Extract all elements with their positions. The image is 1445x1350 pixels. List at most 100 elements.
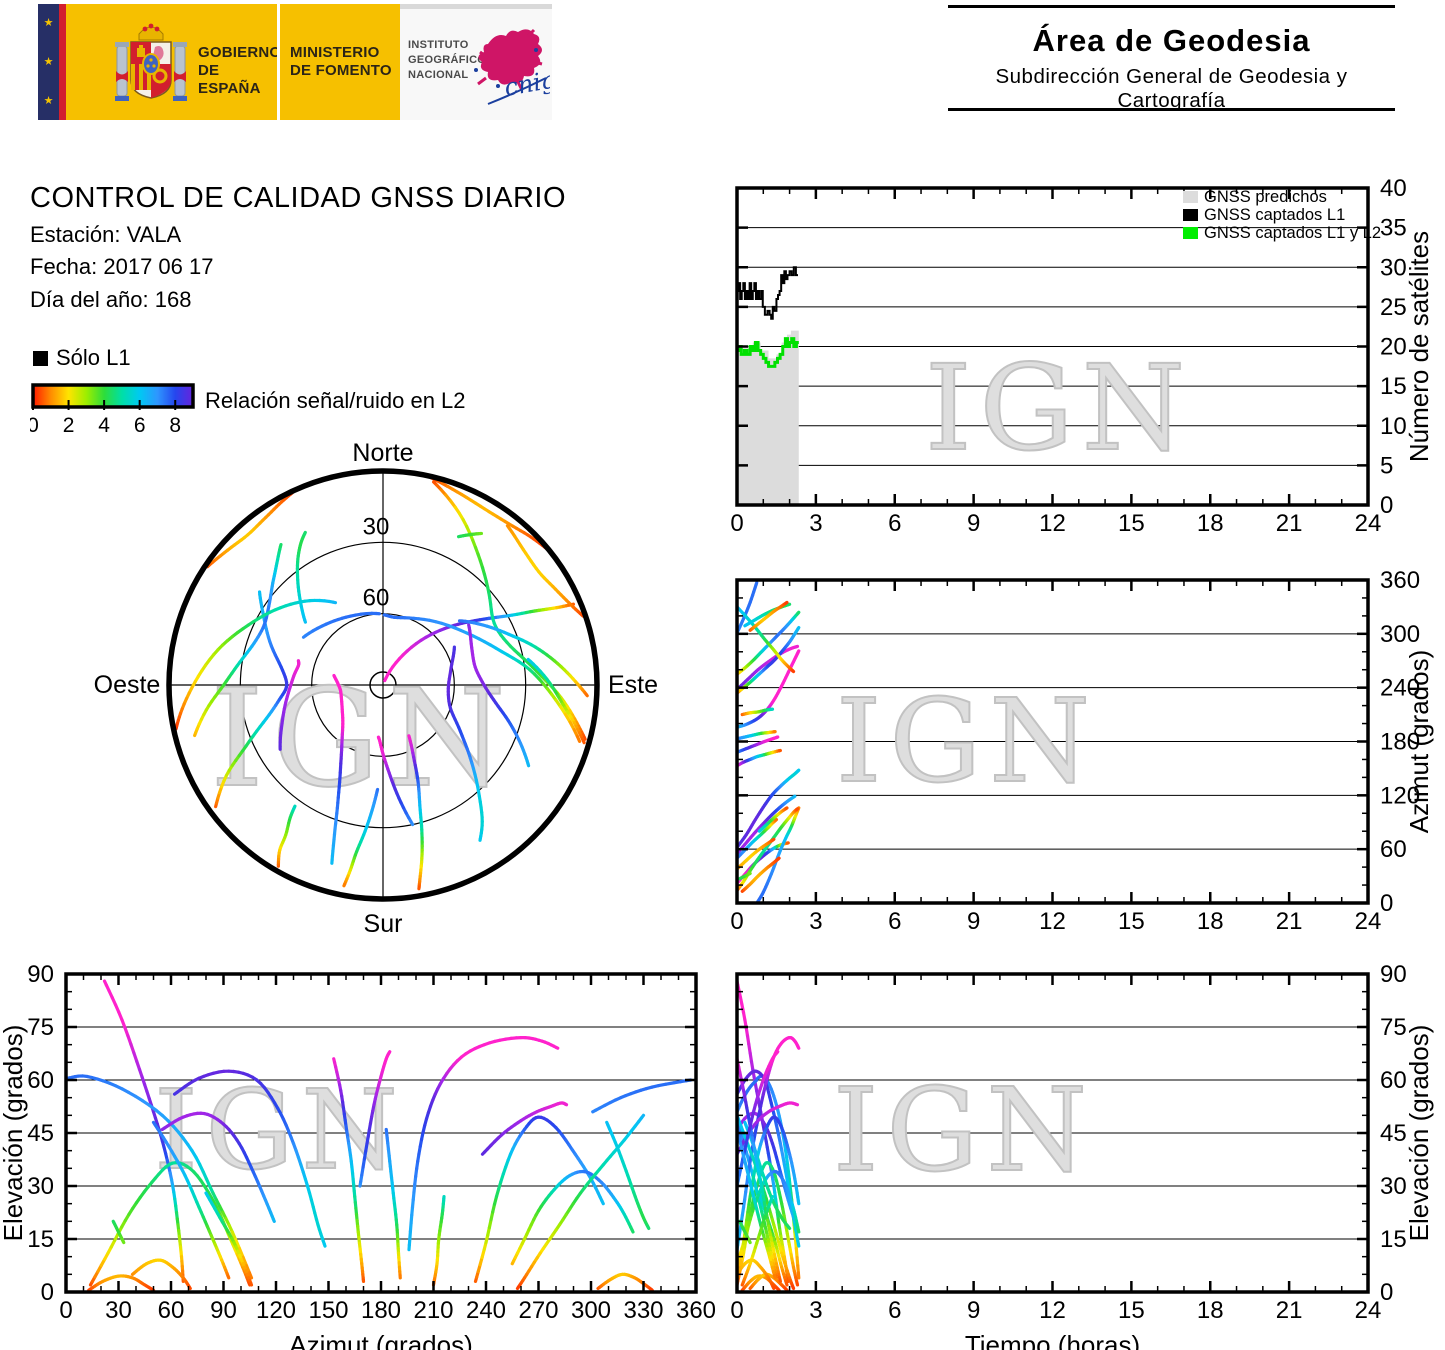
y-tick-label: 90 <box>27 961 54 988</box>
spain-coat-of-arms-icon <box>115 23 187 101</box>
block-divider <box>277 4 280 120</box>
solo-l1-label: Sólo L1 <box>56 345 131 370</box>
y-tick-label: 20 <box>1380 334 1407 361</box>
y-tick-label: 30 <box>1380 1173 1407 1200</box>
area-title: Área de Geodesia <box>1032 23 1311 58</box>
star-icon: ★ <box>43 17 54 30</box>
y-tick-label: 0 <box>1380 1279 1393 1306</box>
x-tick-label: 0 <box>59 1297 72 1324</box>
x-tick-label: 15 <box>1118 510 1145 537</box>
skyplot-label: Norte <box>352 440 413 467</box>
x-tick-label: 270 <box>518 1297 558 1324</box>
x-tick-label: 6 <box>888 510 901 537</box>
y-tick-label: 15 <box>1380 1226 1407 1253</box>
x-tick-label: 330 <box>623 1297 663 1324</box>
flag-stripe-navy: ★ ★ ★ <box>38 4 59 120</box>
y-tick-label: 0 <box>1380 492 1393 519</box>
x-tick-label: 15 <box>1118 908 1145 935</box>
x-tick-label: 180 <box>361 1297 401 1324</box>
flag-stripe-yellow <box>66 4 74 120</box>
x-tick-label: 0 <box>730 908 743 935</box>
legend-item-label: GNSS captados L1 y L2 <box>1204 224 1381 242</box>
x-axis-label: Azimut (grados) <box>289 1330 473 1350</box>
header-rule-bottom <box>948 108 1395 111</box>
y-tick-label: 35 <box>1380 215 1407 242</box>
y-tick-label: 45 <box>27 1120 54 1147</box>
x-tick-label: 360 <box>676 1297 716 1324</box>
colorbar-tick-label: 6 <box>134 414 146 437</box>
skyplot-label: Sur <box>364 910 403 938</box>
y-tick-label: 60 <box>27 1067 54 1094</box>
colorbar-tick-label: 4 <box>98 414 110 437</box>
solo-l1-legend: Sólo L1 <box>33 345 131 371</box>
x-tick-label: 30 <box>105 1297 132 1324</box>
x-tick-label: 60 <box>158 1297 185 1324</box>
y-tick-label: 0 <box>1380 890 1393 917</box>
x-axis-label: Tiempo (horas) <box>965 1330 1140 1350</box>
x-tick-label: 9 <box>967 1297 980 1324</box>
x-tick-label: 9 <box>967 510 980 537</box>
skyplot-label: Oeste <box>94 671 161 699</box>
watermark-text: IGN <box>833 1064 1095 1198</box>
x-tick-label: 18 <box>1197 510 1224 537</box>
colorbar-label: Relación señal/ruido en L2 <box>205 388 466 413</box>
x-tick-label: 6 <box>888 1297 901 1324</box>
watermark-text: IGN <box>836 675 1098 809</box>
x-tick-label: 300 <box>571 1297 611 1324</box>
y-tick-label: 180 <box>1380 729 1420 756</box>
y-tick-label: 0 <box>41 1279 54 1306</box>
star-icon: ★ <box>43 94 54 107</box>
header-area: Área de Geodesia Subdirección General de… <box>948 5 1395 113</box>
x-tick-label: 21 <box>1276 510 1303 537</box>
x-tick-label: 150 <box>308 1297 348 1324</box>
y-tick-label: 10 <box>1380 413 1407 440</box>
x-tick-label: 120 <box>256 1297 296 1324</box>
chart-skyplot: IGN Norte Sur Oeste Este 30 60 <box>94 440 658 938</box>
y-tick-label: 30 <box>27 1173 54 1200</box>
ign-block: INSTITUTO GEOGRÁFICO NACIONAL cnig <box>400 4 552 120</box>
ministerio-block: MINISTERIO DE FOMENTO <box>280 4 400 120</box>
y-tick-label: 25 <box>1380 294 1407 321</box>
y-tick-label: 40 <box>1380 175 1407 202</box>
x-tick-label: 3 <box>809 908 822 935</box>
x-tick-label: 24 <box>1355 908 1382 935</box>
x-tick-label: 15 <box>1118 1297 1145 1324</box>
x-tick-label: 240 <box>466 1297 506 1324</box>
x-tick-label: 0 <box>730 1297 743 1324</box>
skyplot-label: 30 <box>363 513 390 540</box>
date-label: Fecha: 2017 06 17 <box>30 254 214 279</box>
colorbar-tick-label: 8 <box>169 414 181 437</box>
x-tick-label: 21 <box>1276 908 1303 935</box>
legend-item-label: GNSS predichos <box>1204 188 1327 206</box>
y-tick-label: 30 <box>1380 254 1407 281</box>
gobierno-block: GOBIERNO DE ESPAÑA <box>74 4 281 120</box>
y-tick-label: 360 <box>1380 567 1420 594</box>
y-tick-label: 75 <box>1380 1014 1407 1041</box>
gobierno-label: GOBIERNO DE ESPAÑA <box>198 44 282 97</box>
star-icon: ★ <box>43 55 54 68</box>
ign-topstrip <box>400 4 552 9</box>
y-tick-label: 15 <box>1380 373 1407 400</box>
y-tick-label: 75 <box>27 1014 54 1041</box>
y-tick-label: 300 <box>1380 621 1420 648</box>
area-subtitle: Subdirección General de Geodesia y Carto… <box>995 65 1348 112</box>
watermark-text: IGN <box>210 660 513 817</box>
x-tick-label: 3 <box>809 510 822 537</box>
y-axis-label: Elevación (grados) <box>1404 1025 1434 1242</box>
x-tick-label: 18 <box>1197 908 1224 935</box>
x-tick-label: 90 <box>210 1297 237 1324</box>
watermark-text: IGN <box>925 339 1193 477</box>
ministerio-label: MINISTERIO DE FOMENTO <box>290 44 392 79</box>
flag-stripe-red <box>59 4 66 120</box>
x-tick-label: 12 <box>1039 510 1066 537</box>
y-tick-label: 15 <box>27 1226 54 1253</box>
x-tick-label: 24 <box>1355 1297 1382 1324</box>
x-tick-label: 18 <box>1197 1297 1224 1324</box>
y-tick-label: 90 <box>1380 961 1407 988</box>
